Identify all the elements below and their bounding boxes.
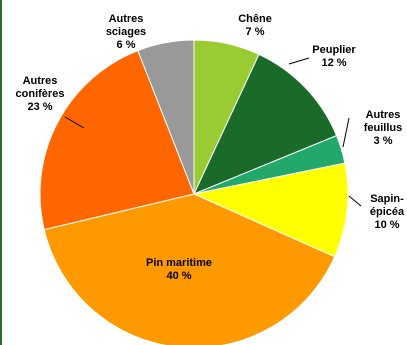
slice-label-5: Autres conifères 23 % xyxy=(16,75,65,113)
slice-label-6: Autres sciages 6 % xyxy=(106,13,146,51)
slice-label-line: 10 % xyxy=(374,219,399,231)
pie-slice-3 xyxy=(192,162,349,258)
pie-slice-1 xyxy=(193,53,338,195)
slice-label-line: sciages xyxy=(106,26,146,38)
slice-label-line: 3 % xyxy=(374,135,393,147)
slice-label-line: épicéa xyxy=(370,206,405,218)
pie-slice-5 xyxy=(39,49,195,231)
slice-label-line: feuillus xyxy=(364,122,403,134)
leader-line-3 xyxy=(348,195,362,207)
slice-label-line: Chêne xyxy=(238,13,272,25)
slice-label-line: Pin maritime xyxy=(146,257,212,269)
slice-label-4: Pin maritime 40 % xyxy=(146,257,212,282)
slice-label-line: 7 % xyxy=(246,26,265,38)
slice-label-line: conifères xyxy=(16,88,65,100)
pie-slice-4 xyxy=(43,193,336,345)
slice-label-line: Sapin- xyxy=(370,193,404,205)
slice-label-line: Autres xyxy=(23,75,58,87)
slice-label-3: Sapin-épicéa 10 % xyxy=(370,193,405,231)
slice-label-line: Autres xyxy=(109,13,144,25)
slice-label-1: Peuplier 12 % xyxy=(312,44,356,69)
slice-label-line: 12 % xyxy=(321,57,346,69)
slice-label-line: 23 % xyxy=(27,101,52,113)
slice-label-0: Chêne 7 % xyxy=(238,13,272,38)
slice-label-line: 40 % xyxy=(166,270,191,282)
leader-line-1 xyxy=(288,57,310,65)
slice-label-2: Autres feuillus 3 % xyxy=(364,109,403,147)
pie-slice-6 xyxy=(137,39,195,195)
leader-line-5 xyxy=(64,116,85,129)
slice-label-line: Autres xyxy=(366,109,401,121)
slice-label-line: 6 % xyxy=(117,39,136,51)
slice-label-line: Peuplier xyxy=(312,44,356,56)
leader-line-2 xyxy=(342,117,350,148)
